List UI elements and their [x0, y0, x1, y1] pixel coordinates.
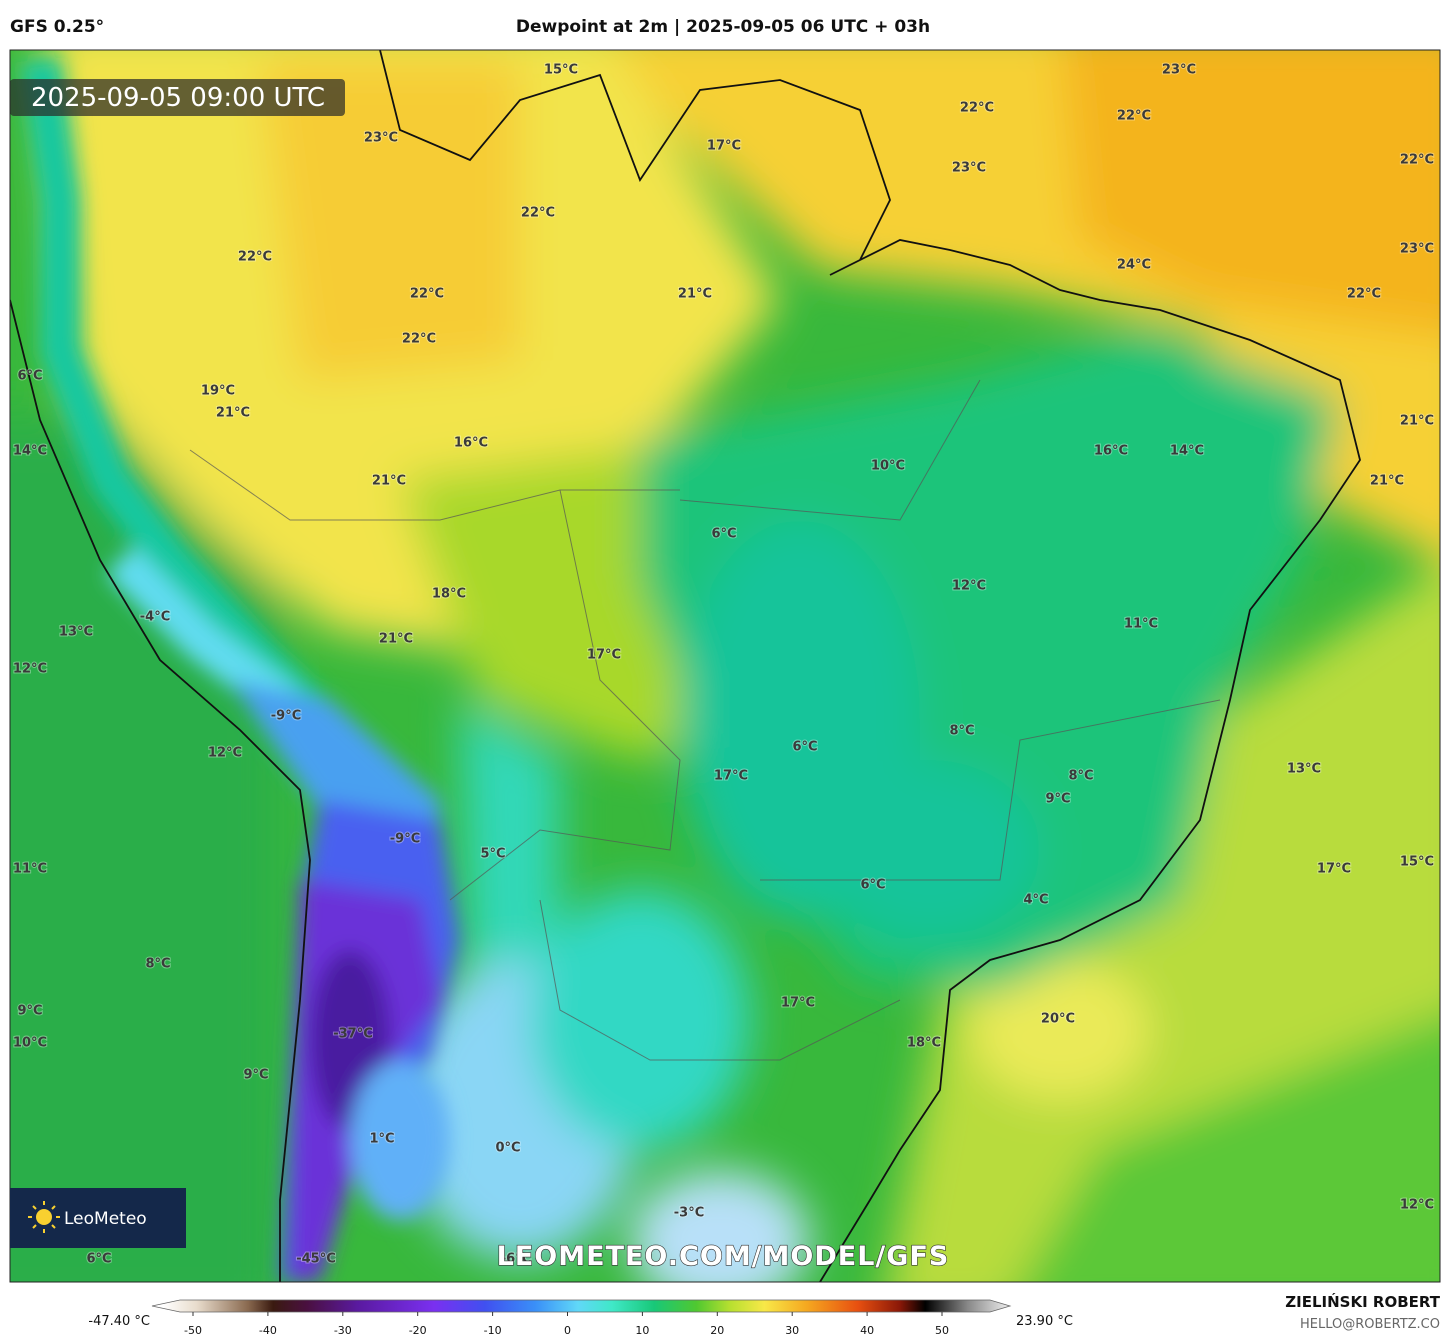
- map-label: 12°C: [952, 579, 986, 594]
- colorbar-tick-label: -40: [259, 1324, 277, 1337]
- map-label: 9°C: [1045, 792, 1070, 807]
- map-label: 6°C: [792, 740, 817, 755]
- map-label: 14°C: [1170, 444, 1204, 459]
- colorbar-tick-label: -20: [409, 1324, 427, 1337]
- map-label: 18°C: [907, 1036, 941, 1051]
- map-label: 22°C: [521, 206, 555, 221]
- map-label: 24°C: [1117, 258, 1151, 273]
- map-title: Dewpoint at 2m | 2025-09-05 06 UTC + 03h: [516, 17, 930, 37]
- map-label: 21°C: [372, 474, 406, 489]
- colorbar-tick-label: -50: [184, 1324, 202, 1337]
- colorbar-tick-label: -10: [484, 1324, 502, 1337]
- map-label: 6°C: [17, 369, 42, 384]
- map-label: 21°C: [216, 406, 250, 421]
- map-label: 22°C: [960, 101, 994, 116]
- map-label: 22°C: [410, 287, 444, 302]
- map-label: 15°C: [544, 63, 578, 78]
- map-label: -45°C: [296, 1252, 336, 1267]
- map-label: 1°C: [369, 1132, 394, 1147]
- colorbar-min: -47.40 °C: [88, 1314, 150, 1329]
- map-label: 23°C: [1162, 63, 1196, 78]
- map-label: 10°C: [871, 459, 905, 474]
- colorbar-tick-label: 0: [564, 1324, 571, 1337]
- map-label: 9°C: [17, 1004, 42, 1019]
- map-label: 12°C: [1400, 1198, 1434, 1213]
- map-label: -9°C: [271, 709, 301, 724]
- colorbar-tick-label: -30: [334, 1324, 352, 1337]
- map-label: 11°C: [13, 862, 47, 877]
- map-label: 6°C: [860, 878, 885, 893]
- map-label: 15°C: [1400, 855, 1434, 870]
- map-label: 6°C: [711, 527, 736, 542]
- map-label: 23°C: [1400, 242, 1434, 257]
- map-label: -6°C: [501, 1252, 531, 1267]
- andes: [20, 57, 460, 1282]
- field: [10, 50, 1440, 1282]
- colorbar-max: 23.90 °C: [1016, 1314, 1073, 1329]
- map-label: 17°C: [714, 769, 748, 784]
- map-label: 17°C: [781, 996, 815, 1011]
- timestamp: 2025-09-05 09:00 UTC: [31, 83, 325, 113]
- map-label: 14°C: [13, 444, 47, 459]
- map-label: 20°C: [1041, 1012, 1075, 1027]
- map-label: -4°C: [140, 610, 170, 625]
- colorbar-tick-label: 50: [935, 1324, 949, 1337]
- map-label: -3°C: [674, 1206, 704, 1221]
- map-label: 8°C: [949, 724, 974, 739]
- credit-email: HELLO@ROBERTZ.CO: [1300, 1317, 1440, 1332]
- colorbar-tick-label: 20: [710, 1324, 724, 1337]
- map-label: -9°C: [390, 832, 420, 847]
- map-frame: [9, 49, 1441, 1283]
- map-labels: 15°C 23°C 22°C 22°C 23°C 17°C 22°C 23°C 22°C 22°C…: [12, 62, 1435, 1268]
- logo-text: LeoMeteo: [64, 1209, 147, 1229]
- map-label: 19°C: [201, 384, 235, 399]
- map-label: 8°C: [145, 957, 170, 972]
- colorbar-ramp: [151, 1299, 1012, 1313]
- map-label: -37°C: [333, 1027, 373, 1042]
- logo-sun: [28, 1201, 60, 1233]
- map-label: 4°C: [1023, 893, 1048, 908]
- map-label: 18°C: [432, 587, 466, 602]
- map-label: 8°C: [1068, 769, 1093, 784]
- map-label: 0°C: [495, 1141, 520, 1156]
- borders: [189, 379, 1221, 1061]
- model-name: GFS 0.25°: [10, 17, 104, 37]
- map-label: 17°C: [707, 139, 741, 154]
- map: 15°C 23°C 22°C 22°C 23°C 17°C 22°C 23°C 22°C 22°C…: [10, 50, 1440, 1282]
- colorbar: -47.40 °C 23.90 °C -50 -40 -30 -20 -10 0 10 20 3…: [88, 1299, 1073, 1337]
- map-label: 23°C: [952, 161, 986, 176]
- map-label: 21°C: [1370, 474, 1404, 489]
- watermark: LEOMETEO.COM/MODEL/GFS: [497, 1241, 950, 1272]
- map-label: 13°C: [1287, 762, 1321, 777]
- map-label: 12°C: [208, 746, 242, 761]
- coastline: [10, 50, 1361, 1282]
- map-label: 9°C: [243, 1068, 268, 1083]
- map-label: 23°C: [364, 131, 398, 146]
- map-label: 16°C: [454, 436, 488, 451]
- map-label: 21°C: [1400, 414, 1434, 429]
- map-label: 6°C: [86, 1252, 111, 1267]
- map-label: 22°C: [238, 250, 272, 265]
- map-label: 13°C: [59, 625, 93, 640]
- timestamp-box: [10, 79, 345, 116]
- colorbar-tick-label: 10: [635, 1324, 649, 1337]
- map-label: 17°C: [587, 648, 621, 663]
- map-label: 10°C: [13, 1036, 47, 1051]
- map-label: 21°C: [678, 287, 712, 302]
- map-label: 12°C: [13, 662, 47, 677]
- map-label: 11°C: [1124, 617, 1158, 632]
- map-label: 22°C: [402, 332, 436, 347]
- map-label: 22°C: [1347, 287, 1381, 302]
- map-label: 17°C: [1317, 862, 1351, 877]
- colorbar-tick-label: 30: [785, 1324, 799, 1337]
- map-label: 5°C: [480, 847, 505, 862]
- map-label: 21°C: [379, 632, 413, 647]
- map-label: 22°C: [1117, 109, 1151, 124]
- credit-name: ZIELIŃSKI ROBERT: [1285, 1292, 1440, 1311]
- colorbar-tick-label: 40: [860, 1324, 874, 1337]
- map-label: 16°C: [1094, 444, 1128, 459]
- map-label: 22°C: [1400, 153, 1434, 168]
